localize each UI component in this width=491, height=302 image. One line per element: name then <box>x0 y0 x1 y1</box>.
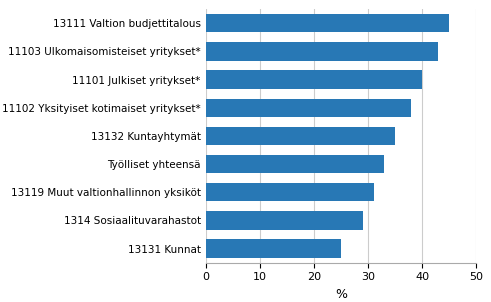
Bar <box>206 127 395 145</box>
Bar <box>206 14 449 32</box>
Bar <box>206 211 363 230</box>
Bar <box>206 42 438 60</box>
Bar <box>206 183 374 201</box>
X-axis label: %: % <box>335 288 347 301</box>
Bar <box>206 98 411 117</box>
Bar <box>206 70 422 89</box>
Bar <box>206 239 341 258</box>
Bar <box>206 155 384 173</box>
